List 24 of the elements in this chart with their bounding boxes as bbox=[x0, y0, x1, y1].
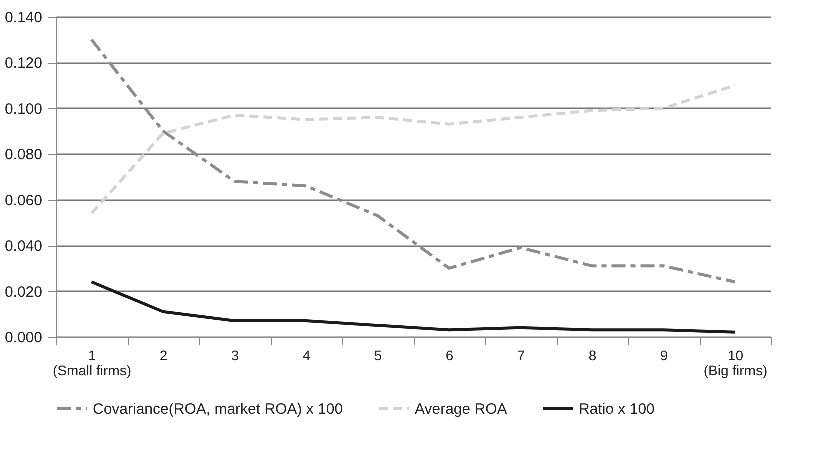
x-tick-label: 4 bbox=[302, 348, 311, 364]
line-series bbox=[90, 280, 737, 334]
y-tick-label: 0.140 bbox=[4, 10, 42, 26]
x-tick-label: 9 bbox=[660, 348, 668, 364]
line-series bbox=[90, 84, 737, 216]
x-tick-label: 10 (Big firms) bbox=[704, 348, 768, 378]
x-tick-label: 3 bbox=[231, 348, 240, 364]
legend-label: Average ROA bbox=[415, 400, 508, 418]
y-tick-label: 0.100 bbox=[4, 100, 42, 118]
y-tick-label: 0.000 bbox=[4, 330, 42, 346]
y-tick-label: 0.060 bbox=[4, 192, 42, 210]
y-tick-label: 0.120 bbox=[4, 55, 42, 72]
x-tick-label: 6 bbox=[446, 348, 454, 364]
legend-label: Covariance(ROA, market ROA) x 100 bbox=[93, 400, 344, 418]
y-tick-label: 0.080 bbox=[4, 146, 42, 164]
line-series bbox=[90, 38, 737, 284]
x-tick-label: 7 bbox=[517, 348, 526, 364]
x-tick-label: 5 bbox=[374, 348, 382, 364]
y-tick-label: 0.020 bbox=[4, 284, 42, 301]
y-tick-label: 0.040 bbox=[4, 238, 42, 256]
x-tick-label: 8 bbox=[588, 348, 597, 364]
legend-label: Ratio x 100 bbox=[579, 400, 655, 418]
x-tick-label: 1 (Small firms) bbox=[52, 348, 132, 378]
x-tick-label: 2 bbox=[160, 348, 168, 364]
